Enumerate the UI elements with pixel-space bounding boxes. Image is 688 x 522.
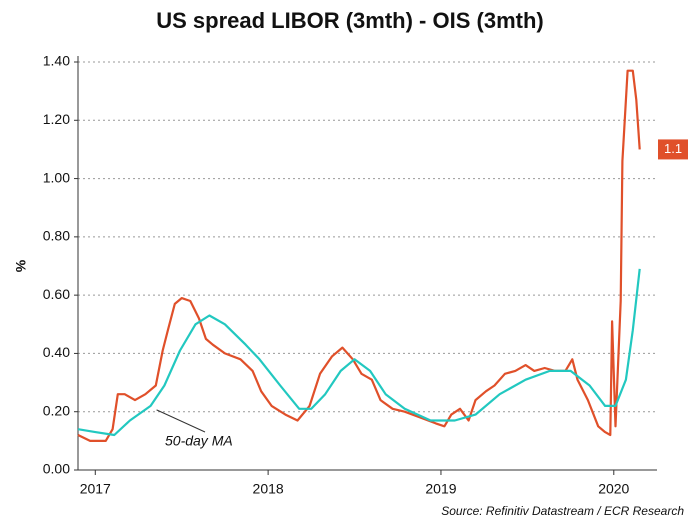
y-tick-label: 0.40	[43, 344, 70, 360]
source-note: Source: Refinitiv Datastream / ECR Resea…	[441, 504, 684, 518]
end-label-box	[658, 139, 688, 160]
annotation: 50-day MA	[165, 433, 233, 449]
y-tick-label: 1.20	[43, 111, 70, 127]
chart-title: US spread LIBOR (3mth) - OIS (3mth)	[156, 8, 543, 33]
y-tick-label: 0.60	[43, 286, 70, 302]
y-tick-label: 0.20	[43, 402, 70, 418]
x-tick-label: 2018	[253, 481, 284, 497]
y-axis-label: %	[13, 259, 29, 272]
x-tick-label: 2017	[80, 481, 111, 497]
y-tick-label: 1.00	[43, 169, 70, 185]
x-tick-label: 2019	[425, 481, 456, 497]
end-label: 1.1	[664, 141, 682, 156]
y-tick-label: 0.00	[43, 461, 70, 477]
annotation-leader	[156, 409, 206, 433]
series-line	[77, 268, 641, 437]
x-tick-label: 2020	[598, 481, 629, 497]
y-tick-label: 1.40	[43, 53, 70, 69]
y-tick-label: 0.80	[43, 228, 70, 244]
series-line	[77, 69, 641, 442]
